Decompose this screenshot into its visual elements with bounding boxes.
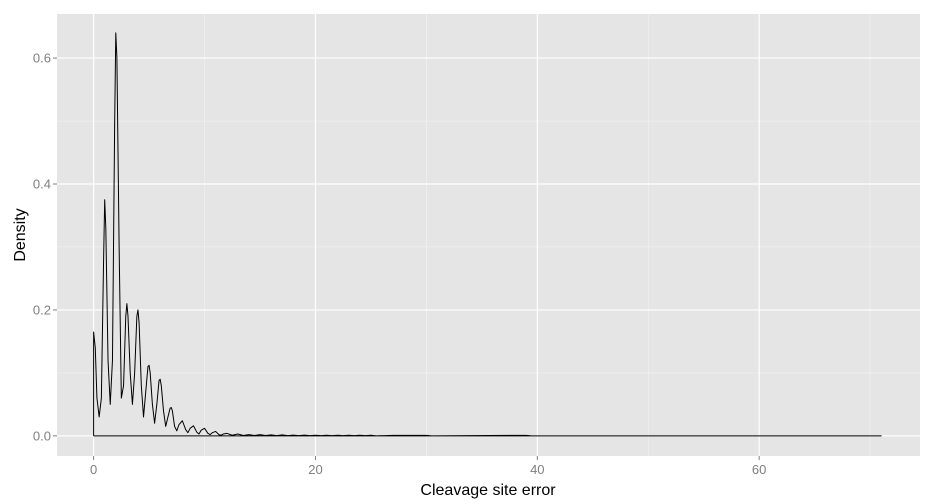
x-tick-label: 0: [90, 462, 97, 477]
y-axis-title: Density: [12, 208, 29, 261]
series-layer: [93, 32, 882, 437]
y-axis: 0.0 0.2 0.4 0.6: [33, 51, 57, 443]
y-tick-label: 0.0: [33, 428, 51, 443]
density-line: [93, 32, 882, 437]
y-tick-label: 0.2: [33, 302, 51, 317]
x-tick-label: 40: [530, 462, 544, 477]
y-tick-label: 0.4: [33, 177, 51, 192]
minor-grid: [57, 14, 920, 456]
x-tick-label: 20: [308, 462, 322, 477]
plot-panel: [57, 14, 920, 456]
x-axis-title: Cleavage site error: [420, 482, 556, 499]
x-axis: 0 20 40 60: [90, 456, 766, 477]
x-tick-label: 60: [752, 462, 766, 477]
y-tick-label: 0.6: [33, 51, 51, 66]
